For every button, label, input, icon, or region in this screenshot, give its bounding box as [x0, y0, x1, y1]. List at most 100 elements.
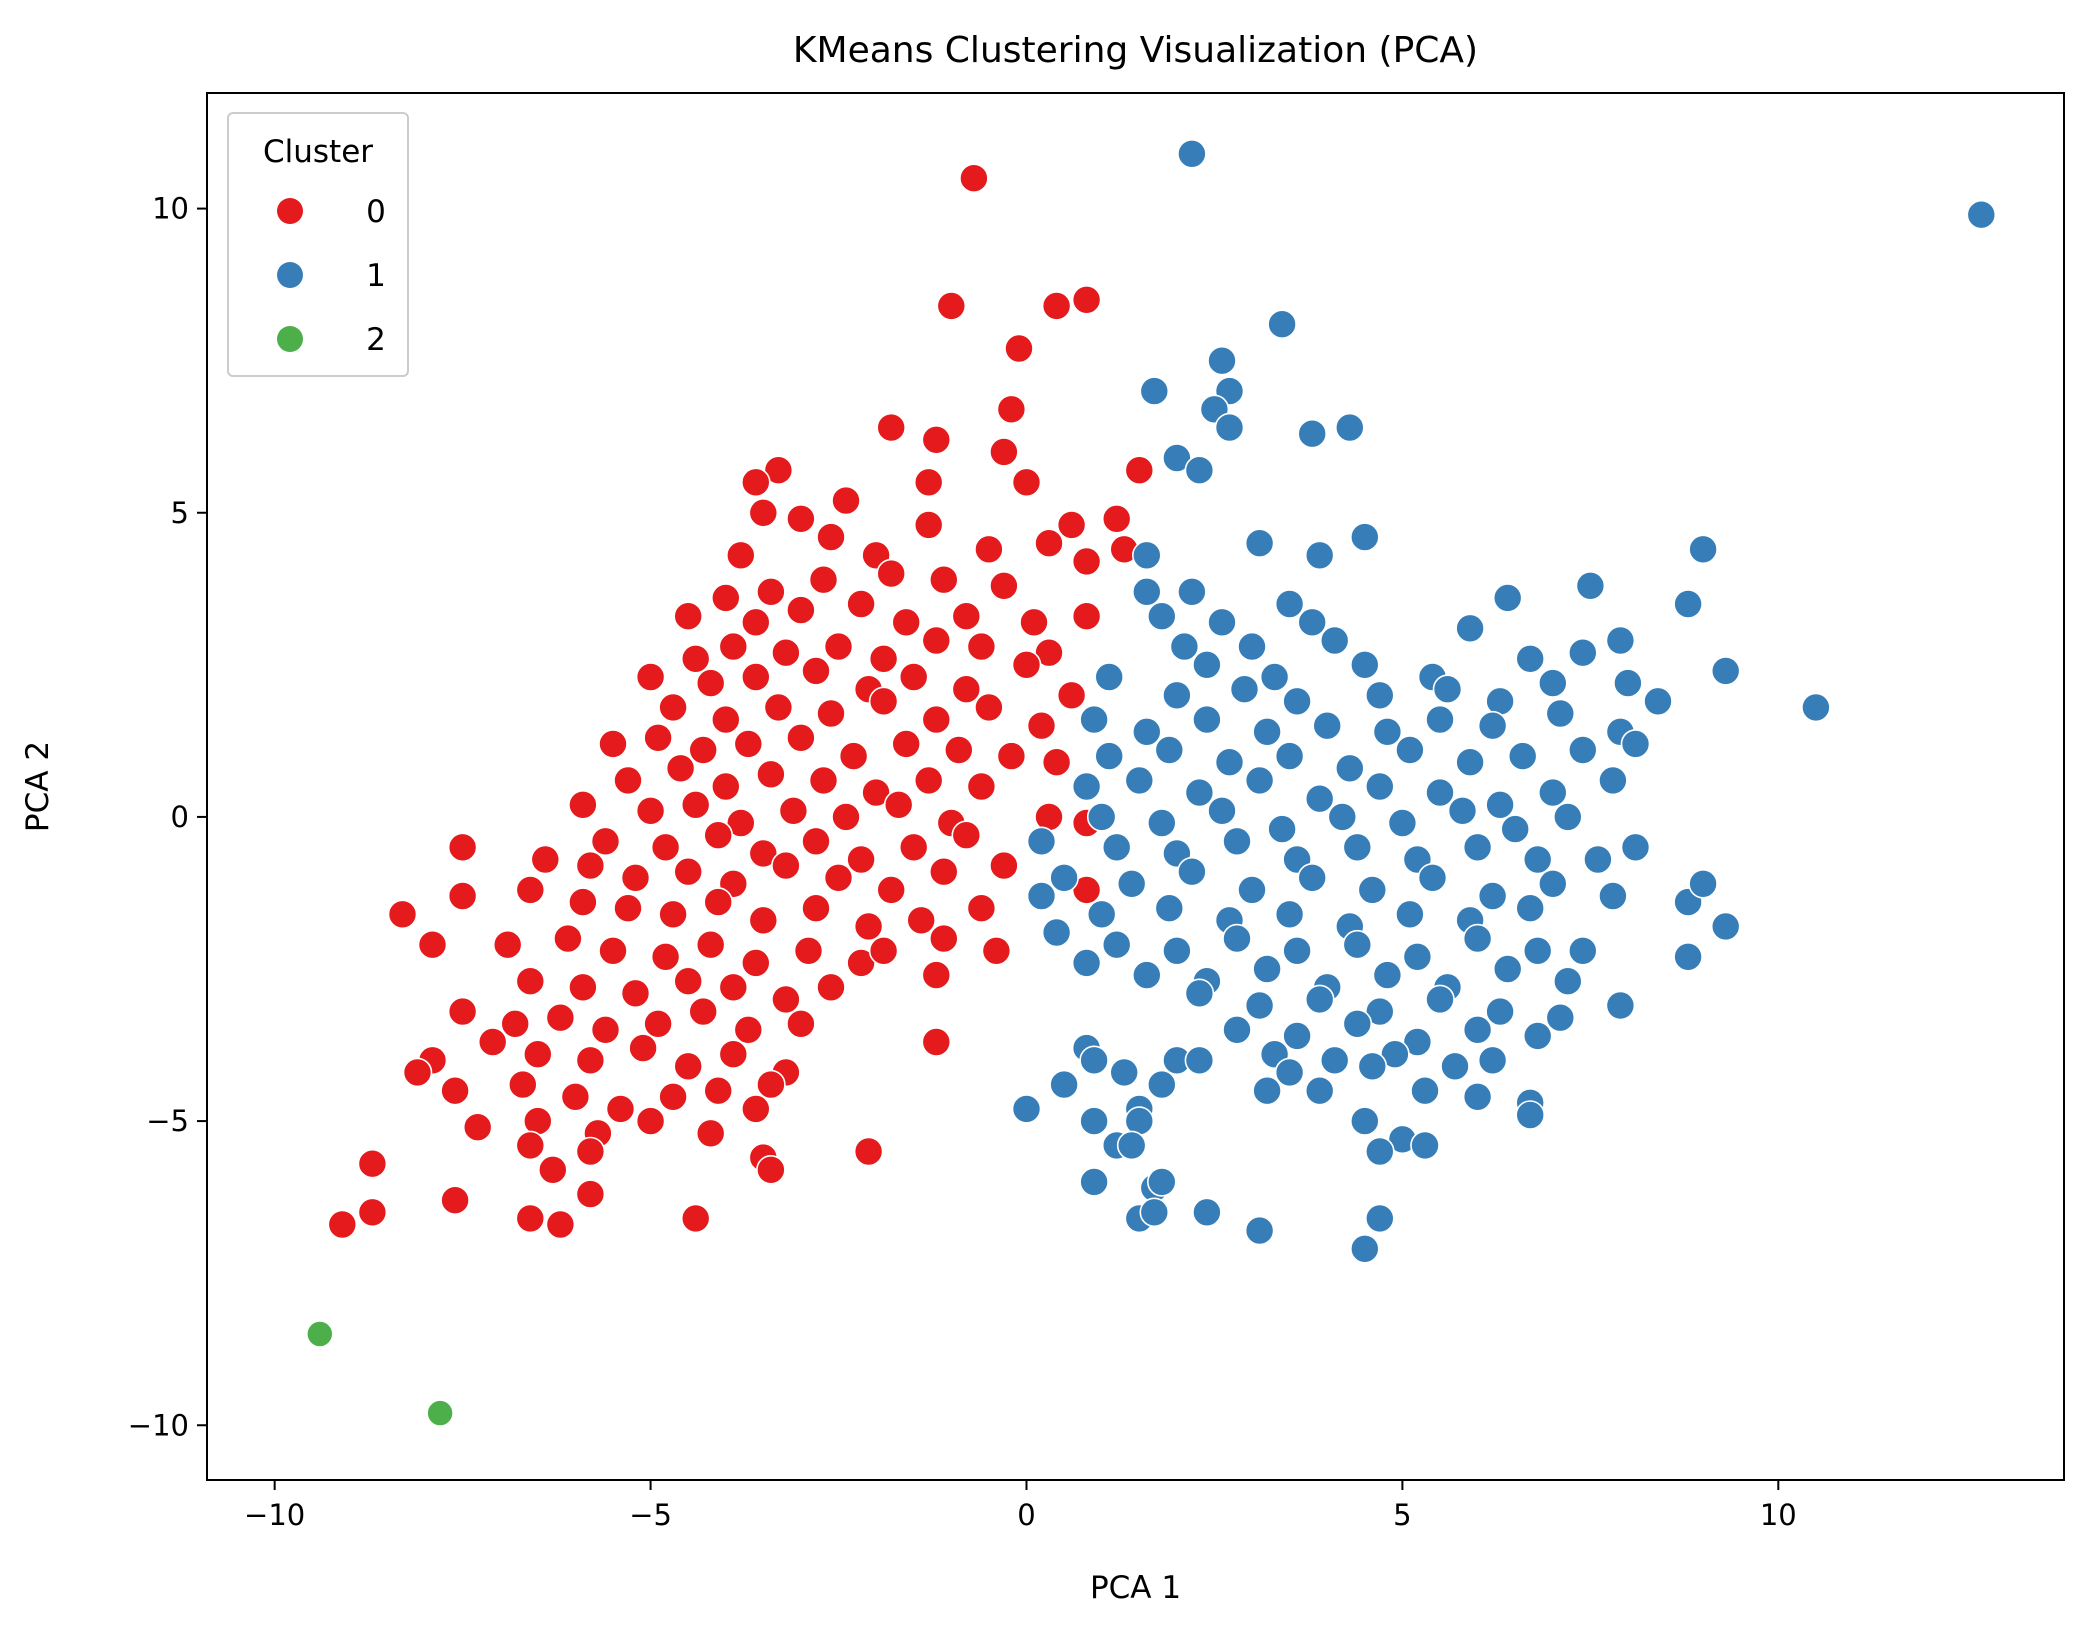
- point-cluster-0: [710, 771, 741, 802]
- point-cluster-0: [989, 437, 1019, 467]
- point-cluster-0: [673, 966, 704, 997]
- point-cluster-0: [1056, 680, 1087, 711]
- point-cluster-1: [1132, 576, 1162, 607]
- point-cluster-0: [816, 972, 846, 1003]
- point-cluster-1: [1492, 954, 1523, 984]
- point-cluster-0: [590, 826, 621, 857]
- point-cluster-1: [1312, 710, 1342, 741]
- y-tick-label: 10: [152, 192, 189, 226]
- point-cluster-1: [1132, 716, 1162, 747]
- point-cluster-0: [801, 826, 831, 857]
- point-cluster-0: [575, 1179, 606, 1209]
- point-cluster-0: [928, 856, 959, 887]
- point-cluster-0: [553, 923, 583, 954]
- point-cluster-1: [1177, 856, 1207, 887]
- point-cluster-0: [680, 643, 711, 674]
- point-cluster-1: [1282, 1021, 1312, 1051]
- point-cluster-0: [688, 735, 719, 765]
- point-cluster-1: [1350, 1106, 1380, 1136]
- point-cluster-0: [515, 1203, 546, 1234]
- point-cluster-1: [1710, 656, 1741, 686]
- point-cluster-1: [1207, 607, 1237, 638]
- point-cluster-1: [1342, 832, 1373, 863]
- point-cluster-1: [1598, 765, 1628, 796]
- point-cluster-0: [756, 1069, 786, 1100]
- point-cluster-1: [1304, 1075, 1335, 1106]
- point-cluster-0: [876, 875, 907, 905]
- point-cluster-1: [1365, 1136, 1395, 1167]
- chart-title: KMeans Clustering Visualization (PCA): [793, 30, 1478, 71]
- point-cluster-1: [1485, 996, 1515, 1027]
- point-cluster-1: [1801, 692, 1831, 723]
- point-cluster-0: [989, 850, 1019, 881]
- legend-title: Cluster: [263, 134, 373, 170]
- point-cluster-1: [1485, 789, 1515, 820]
- point-cluster-1: [1252, 954, 1282, 984]
- point-cluster-0: [1011, 467, 1042, 498]
- point-cluster-0: [680, 789, 711, 820]
- point-cluster-1: [1477, 710, 1508, 741]
- point-cluster-0: [868, 686, 899, 717]
- x-tick-label: 5: [1393, 1498, 1411, 1532]
- point-cluster-0: [838, 741, 869, 771]
- point-cluster-1: [1462, 1082, 1493, 1112]
- point-cluster-1: [1538, 777, 1568, 808]
- point-cluster-0: [876, 412, 907, 443]
- point-cluster-0: [733, 1015, 764, 1045]
- x-axis-title: PCA 1: [1090, 1570, 1181, 1606]
- point-cluster-0: [545, 1209, 576, 1240]
- point-cluster-1: [1274, 589, 1305, 619]
- point-cluster-0: [966, 631, 997, 662]
- point-cluster-1: [1447, 795, 1478, 826]
- point-cluster-0: [808, 765, 839, 796]
- point-cluster-0: [447, 881, 478, 911]
- point-cluster-1: [1041, 917, 1072, 948]
- point-cluster-1: [1244, 1215, 1275, 1246]
- point-cluster-0: [906, 905, 937, 936]
- point-cluster-0: [598, 729, 628, 759]
- point-cluster-1: [1304, 540, 1335, 571]
- point-cluster-1: [1620, 832, 1651, 863]
- point-cluster-1: [1319, 1045, 1350, 1076]
- point-cluster-0: [861, 777, 891, 808]
- point-cluster-1: [1335, 753, 1365, 784]
- point-cluster-1: [1425, 777, 1455, 808]
- point-cluster-0: [740, 607, 771, 638]
- point-cluster-1: [1350, 649, 1380, 680]
- point-cluster-0: [771, 637, 801, 668]
- point-cluster-1: [1605, 625, 1636, 656]
- point-cluster-0: [846, 589, 876, 619]
- point-cluster-1: [1568, 735, 1598, 765]
- x-tick-label: 0: [1017, 1498, 1035, 1532]
- point-cluster-0: [846, 844, 876, 875]
- point-cluster-0: [1004, 333, 1034, 364]
- point-cluster-1: [1455, 747, 1485, 778]
- point-cluster-0: [974, 534, 1004, 565]
- point-cluster-1: [1365, 771, 1395, 802]
- point-cluster-1: [1071, 771, 1102, 802]
- point-cluster-1: [1147, 1167, 1177, 1197]
- point-cluster-0: [530, 844, 561, 875]
- point-cluster-0: [710, 704, 741, 735]
- point-cluster-1: [1049, 862, 1079, 893]
- point-cluster-1: [1184, 777, 1215, 808]
- point-cluster-1: [1184, 1045, 1215, 1076]
- point-cluster-1: [1425, 984, 1455, 1015]
- point-cluster-0: [816, 522, 846, 552]
- point-cluster-0: [786, 503, 816, 534]
- point-cluster-0: [740, 948, 771, 978]
- point-cluster-0: [643, 722, 673, 753]
- point-cluster-0: [703, 887, 734, 917]
- point-cluster-0: [643, 1008, 673, 1039]
- point-cluster-0: [733, 729, 764, 759]
- point-cluster-0: [921, 1027, 952, 1057]
- point-cluster-0: [831, 485, 861, 516]
- point-cluster-1: [1380, 1039, 1410, 1069]
- point-cluster-1: [1395, 735, 1425, 765]
- point-cluster-0: [816, 698, 846, 729]
- point-cluster-1: [1154, 735, 1185, 765]
- point-cluster-0: [515, 1130, 546, 1161]
- point-cluster-0: [568, 972, 598, 1003]
- point-cluster-0: [590, 1015, 621, 1045]
